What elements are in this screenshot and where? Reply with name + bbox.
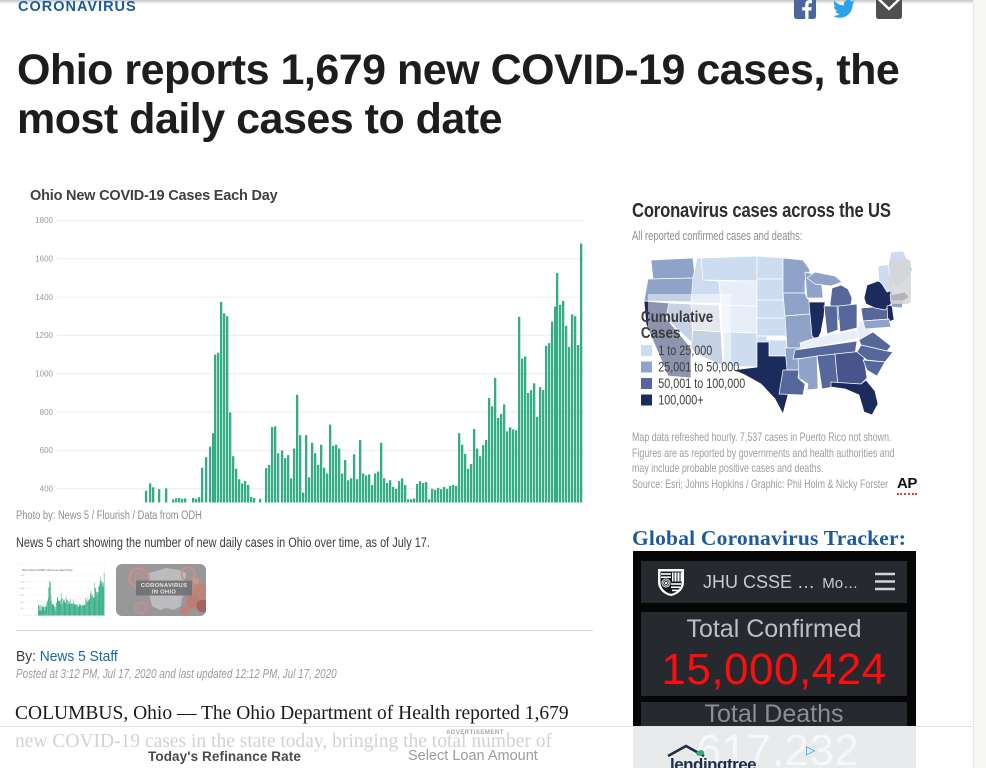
svg-text:1250: 1250 bbox=[20, 582, 25, 584]
svg-text:400: 400 bbox=[40, 485, 54, 494]
svg-text:IN OHIO: IN OHIO bbox=[152, 590, 176, 596]
svg-text:1500: 1500 bbox=[20, 575, 25, 577]
svg-text:50,001 to 100,000: 50,001 to 100,000 bbox=[658, 376, 745, 391]
svg-text:250: 250 bbox=[20, 608, 24, 610]
svg-text:25,001 to 50,000: 25,001 to 50,000 bbox=[658, 359, 739, 374]
svg-text:Ohio New COVID-19 Cases Each D: Ohio New COVID-19 Cases Each Day bbox=[22, 568, 73, 572]
svg-text:CORONAVIRUS: CORONAVIRUS bbox=[141, 583, 188, 589]
svg-text:750: 750 bbox=[20, 595, 24, 597]
svg-text:1600: 1600 bbox=[35, 255, 53, 264]
svg-text:1000: 1000 bbox=[35, 370, 53, 379]
svg-text:100,000+: 100,000+ bbox=[658, 392, 703, 407]
svg-text:600: 600 bbox=[40, 446, 54, 455]
svg-text:1 to 25,000: 1 to 25,000 bbox=[658, 343, 712, 358]
svg-text:Cumulative: Cumulative bbox=[641, 309, 713, 326]
svg-text:1400: 1400 bbox=[35, 293, 53, 302]
svg-text:800: 800 bbox=[40, 408, 54, 417]
svg-text:1000: 1000 bbox=[20, 588, 25, 590]
svg-text:1800: 1800 bbox=[35, 216, 53, 225]
svg-text:1200: 1200 bbox=[35, 331, 53, 340]
svg-text:500: 500 bbox=[20, 602, 24, 604]
svg-text:Cases: Cases bbox=[641, 325, 681, 342]
